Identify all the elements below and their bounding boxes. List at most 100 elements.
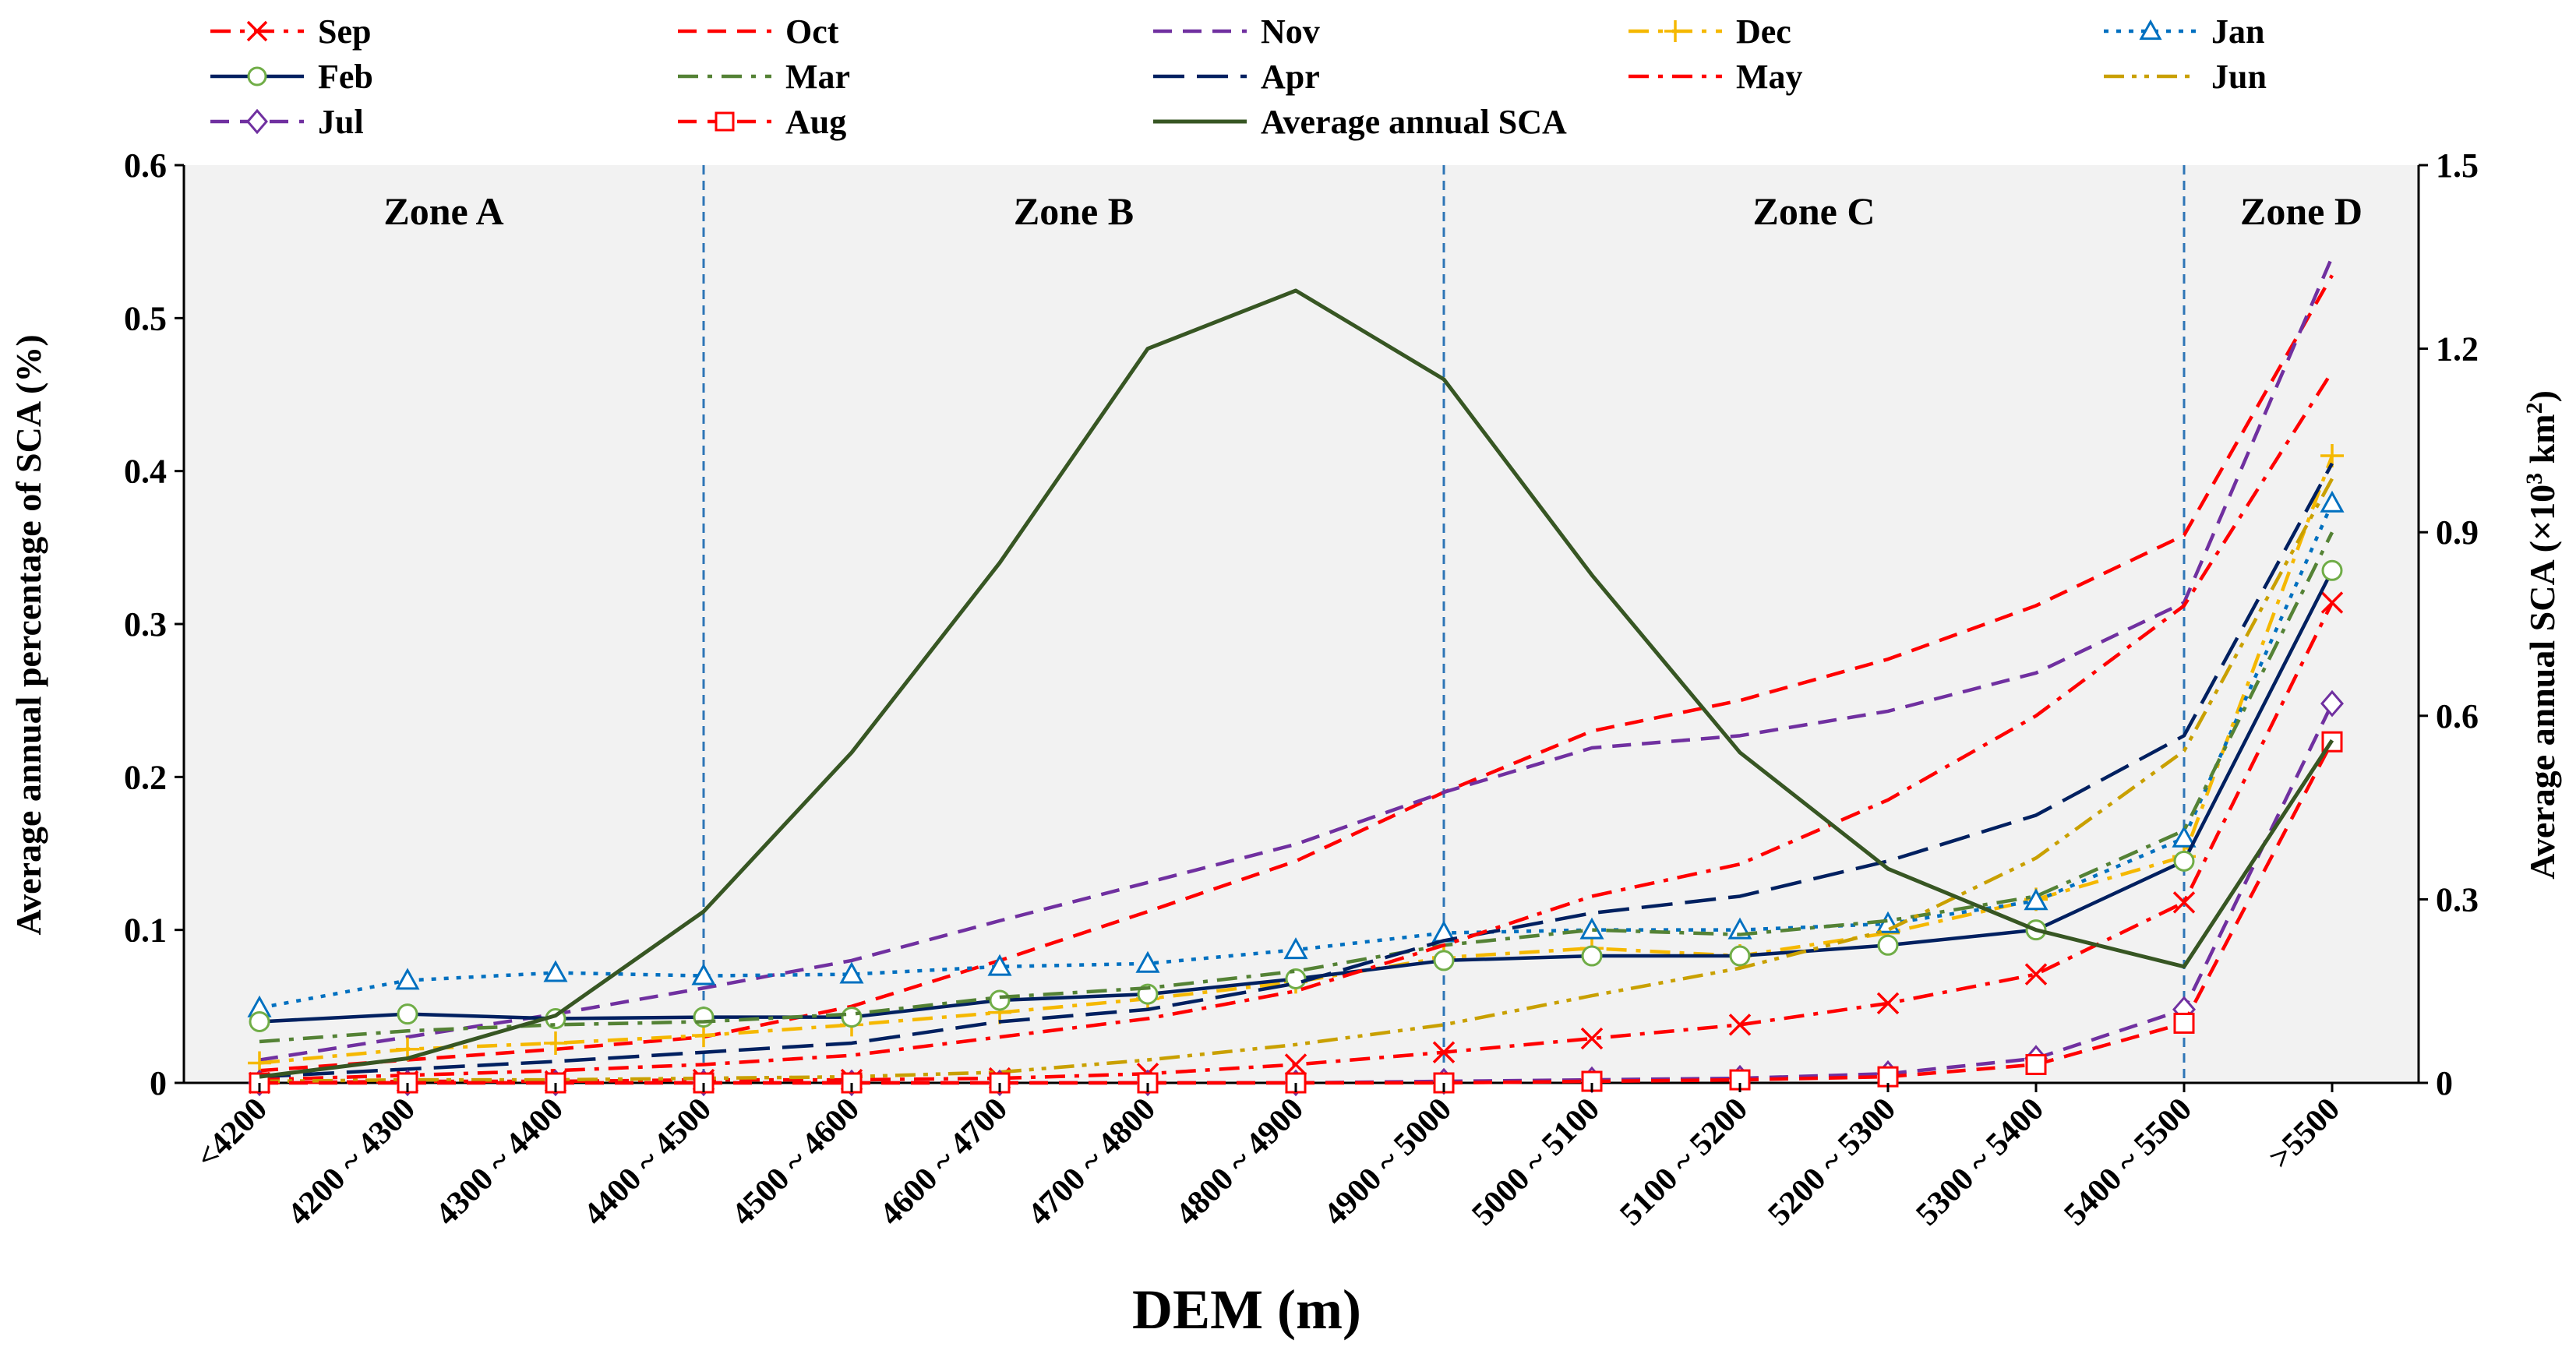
x-tick-label: 5200 ~ 5300 <box>1761 1091 1903 1233</box>
data-point-marker <box>1664 20 1686 42</box>
legend-item: Average annual SCA <box>1153 103 1567 141</box>
legend-label: Feb <box>318 58 373 96</box>
data-point-marker <box>1433 950 1455 971</box>
data-point-marker <box>1285 968 1307 989</box>
data-point-marker <box>1728 1014 1752 1036</box>
data-point-marker <box>247 66 267 86</box>
y-tick-label-right: 1.2 <box>2436 330 2479 368</box>
data-point-marker <box>1284 1053 1307 1076</box>
legend-item: Oct <box>678 12 839 51</box>
legend-item: Jan <box>2104 12 2264 51</box>
data-point-marker <box>249 1010 270 1032</box>
data-point-marker <box>2172 891 2196 914</box>
legend-item: Nov <box>1153 12 1320 51</box>
legend-label: Jul <box>318 103 364 141</box>
series-line <box>259 370 2334 1082</box>
data-point-marker <box>987 954 1012 976</box>
y-tick-label-right: 0.6 <box>2436 697 2479 735</box>
zone-label: Zone A <box>383 189 503 233</box>
data-point-marker <box>2173 1012 2195 1034</box>
series-line <box>259 462 2334 1079</box>
series-apr <box>259 462 2334 1079</box>
data-point-marker <box>544 1031 567 1055</box>
legend-label: Jan <box>2211 12 2264 51</box>
series-feb <box>249 559 2343 1032</box>
legend-item: Feb <box>210 58 373 96</box>
data-point-marker <box>2024 963 2048 985</box>
data-point-marker <box>2321 559 2343 581</box>
legend-item: Jun <box>2104 58 2267 96</box>
x-tick-label: 4300 ~ 4400 <box>429 1091 570 1233</box>
x-tick-label: 4900 ~ 5000 <box>1317 1091 1459 1233</box>
x-axis-label: DEM (m) <box>1132 1278 1361 1341</box>
legend-item: Jul <box>210 103 364 141</box>
data-point-marker <box>989 989 1011 1011</box>
y-tick-label-right: 1.5 <box>2436 146 2479 185</box>
data-point-marker <box>1877 934 1899 956</box>
series-average-annual-sca <box>259 288 2334 1079</box>
y-tick-label-left: 0.2 <box>124 758 167 796</box>
data-point-marker <box>246 20 268 42</box>
y-tick-label-left: 0.6 <box>124 146 167 185</box>
data-point-marker <box>839 961 864 984</box>
data-point-marker <box>841 1007 863 1028</box>
legend-label: Oct <box>785 12 839 51</box>
y-tick-label-right: 0.3 <box>2436 880 2479 918</box>
legend-label: Jun <box>2211 58 2267 96</box>
y-tick-label-right: 0.9 <box>2436 513 2479 552</box>
data-point-marker <box>2320 689 2344 718</box>
data-point-marker <box>1135 950 1160 973</box>
data-point-marker <box>246 108 268 135</box>
zone-label: Zone C <box>1753 189 1876 233</box>
data-point-marker <box>397 1003 418 1025</box>
data-point-marker <box>1876 992 1900 1015</box>
series-jun <box>259 478 2334 1084</box>
data-point-marker <box>693 1007 715 1028</box>
x-tick-label: 4400 ~ 4500 <box>577 1091 718 1233</box>
data-point-marker <box>691 963 716 985</box>
y-tick-label-left: 0.3 <box>124 605 167 643</box>
series-line <box>259 478 2334 1084</box>
data-point-marker <box>1580 1027 1604 1050</box>
y-tick-label-left: 0 <box>150 1064 167 1102</box>
data-point-marker <box>2320 490 2345 513</box>
data-point-marker <box>715 111 735 132</box>
x-tick-label: 4700 ~ 4800 <box>1021 1091 1163 1233</box>
data-point-marker <box>2320 591 2344 614</box>
series-mar <box>259 531 2334 1044</box>
series-line <box>259 531 2334 1044</box>
x-tick-label: 5000 ~ 5100 <box>1465 1091 1607 1233</box>
data-point-marker <box>2139 19 2162 41</box>
legend-label: Average annual SCA <box>1261 103 1567 141</box>
data-point-marker <box>1432 1041 1456 1063</box>
legend-item: Aug <box>678 103 846 141</box>
plot-area <box>184 165 2419 1083</box>
legend-item: May <box>1629 58 1803 96</box>
data-point-marker <box>543 960 568 982</box>
legend-label: Sep <box>318 12 371 51</box>
series-line <box>259 288 2334 1079</box>
legend-label: Aug <box>785 103 846 141</box>
y-tick-label-right: 0 <box>2436 1064 2453 1102</box>
x-tick-label: 4500 ~ 4600 <box>725 1091 866 1233</box>
legend-label: Dec <box>1736 12 1791 51</box>
x-tick-label: 4800 ~ 4900 <box>1169 1091 1311 1233</box>
y-tick-label-left: 0.4 <box>124 453 167 491</box>
legend-label: Mar <box>785 58 850 96</box>
series-may <box>259 370 2334 1082</box>
legend-label: Apr <box>1261 58 1320 96</box>
x-tick-label: 4600 ~ 4700 <box>873 1091 1015 1233</box>
legend-label: May <box>1736 58 1803 96</box>
y-tick-label-left: 0.5 <box>124 299 167 337</box>
zone-label: Zone D <box>2240 189 2363 233</box>
legend-item: Mar <box>678 58 850 96</box>
data-point-marker <box>1579 917 1604 940</box>
legend-item: Sep <box>210 12 371 51</box>
legend-label: Nov <box>1261 12 1320 51</box>
legend-item: Dec <box>1629 12 1791 51</box>
x-tick-label: <4200 <box>189 1091 274 1176</box>
data-point-marker <box>395 968 420 990</box>
data-point-marker <box>692 1024 715 1048</box>
